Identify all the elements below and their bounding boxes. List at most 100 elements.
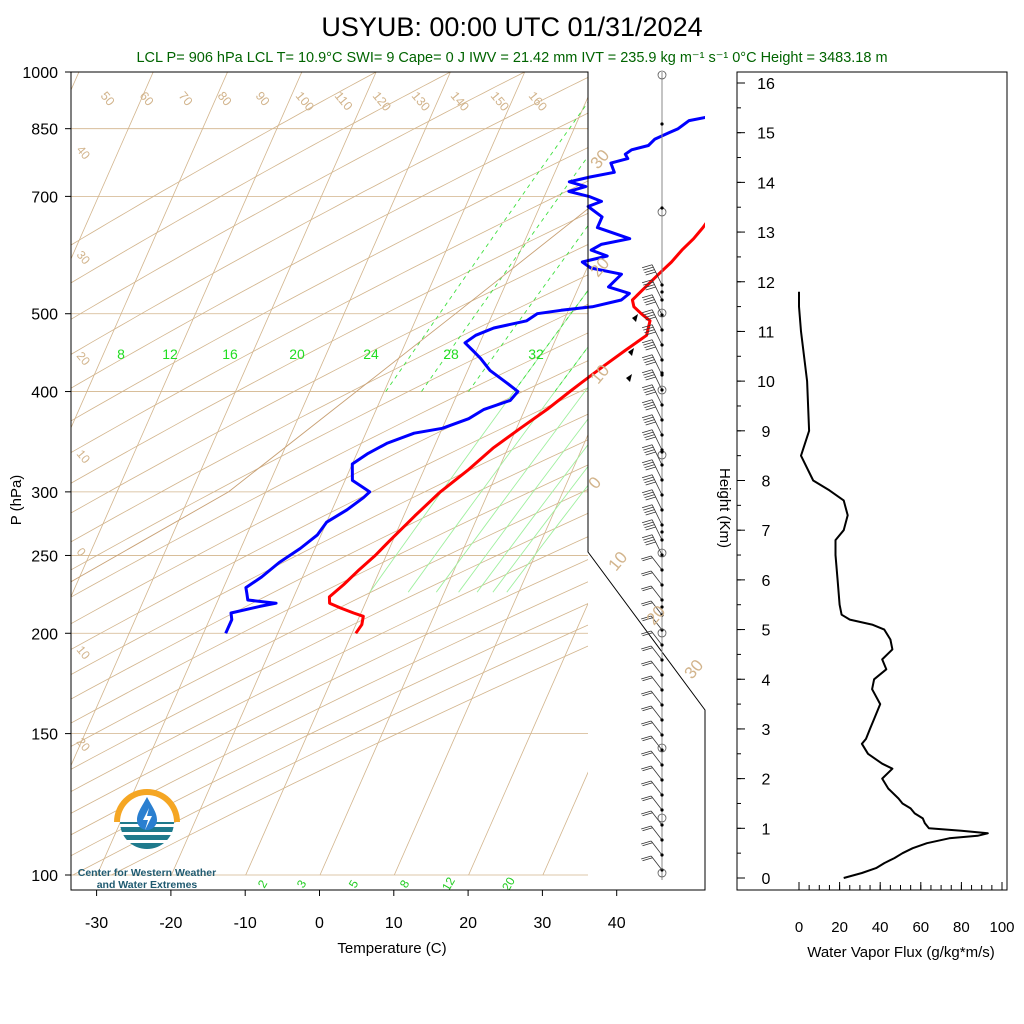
isotherm-line xyxy=(71,72,228,429)
dry-adiabat-line xyxy=(71,72,452,284)
wind-barb-feather xyxy=(642,827,653,832)
dry-adiabat-label: 90 xyxy=(253,89,273,109)
wind-barb-feather xyxy=(641,354,653,359)
chart-title: USYUB: 00:00 UTC 01/31/2024 xyxy=(321,12,702,42)
wind-level-circle xyxy=(657,308,667,318)
wind-barb-dot xyxy=(660,658,664,662)
wind-barb-dot xyxy=(660,313,664,317)
wind-barb-feather xyxy=(644,299,655,303)
wind-barb-feather xyxy=(644,284,655,288)
wind-barb-staff xyxy=(650,810,663,826)
wind-barb-feather xyxy=(644,539,655,543)
wind-barb-staff xyxy=(650,720,663,736)
wind-barb-feather xyxy=(644,329,655,333)
wind-barb-feather xyxy=(643,296,654,301)
wind-barb-staff xyxy=(651,444,663,466)
height-tick-label: 6 xyxy=(762,573,771,590)
wind-barb-feather xyxy=(641,720,652,725)
isotherm-line xyxy=(171,72,526,876)
wind-barb-feather xyxy=(641,534,653,539)
wind-barb-dot xyxy=(660,493,664,497)
wind-barb-dot xyxy=(660,343,664,347)
wind-barb-dot xyxy=(660,553,664,557)
wind-barb-feather xyxy=(642,662,653,667)
wind-barb-feather xyxy=(644,419,655,423)
wind-barb-feather xyxy=(641,600,652,605)
height-tick-label: 3 xyxy=(762,722,771,739)
wind-barb-feather xyxy=(645,286,656,291)
pressure-tick-label: 200 xyxy=(31,626,58,643)
wind-barb-feather xyxy=(644,509,655,513)
temperature-tick-label: 0 xyxy=(315,915,324,932)
wind-barb-feather xyxy=(644,269,655,273)
wind-barb-feather xyxy=(642,557,653,562)
wind-barb-staff xyxy=(651,474,663,496)
wind-barb-feather xyxy=(643,521,654,526)
wind-barb-feather xyxy=(645,376,656,381)
dry-adiabat-line xyxy=(71,489,588,747)
wind-barb-staff xyxy=(650,840,663,856)
flux-x-axis-label: Water Vapor Flux (g/kg*m/s) xyxy=(807,944,995,961)
wind-barb-feather xyxy=(641,264,653,269)
wind-barb-feather xyxy=(645,406,656,411)
wind-barb-dot xyxy=(660,568,664,572)
mixing-ratio-label: 8 xyxy=(117,346,125,362)
wind-barb-staff xyxy=(651,354,663,376)
height-tick-label: 10 xyxy=(757,374,775,391)
mixing-ratio-label: 16 xyxy=(222,346,238,362)
temperature-axis-label: Temperature (C) xyxy=(337,940,446,957)
wind-barb-feather xyxy=(641,840,652,845)
wind-barb-dot xyxy=(660,853,664,857)
flux-tick-label: 100 xyxy=(989,919,1014,936)
wind-barb-feather xyxy=(643,281,654,286)
isotherm-line xyxy=(692,72,1024,875)
wind-barb-feather xyxy=(643,266,654,271)
wind-barb-feather xyxy=(645,421,656,426)
wind-barb-feather xyxy=(645,361,656,366)
wind-barb-dot xyxy=(660,463,664,467)
flux-tick-label: 40 xyxy=(872,919,889,936)
wind-barb-staff xyxy=(651,384,663,406)
height-tick-label: 11 xyxy=(758,324,775,341)
dry-adiabat-line xyxy=(71,332,588,598)
dry-adiabat-line xyxy=(71,112,588,389)
wind-level-circle xyxy=(657,813,667,823)
wind-barb-feather xyxy=(642,782,653,787)
height-tick-label: 14 xyxy=(757,175,775,192)
wind-barb-feather xyxy=(644,524,655,528)
isotherm-label-left: 40 xyxy=(74,143,94,162)
wind-barb-feather xyxy=(641,585,652,590)
wind-barb-feather xyxy=(641,294,653,299)
isotherm-label-right: 30 xyxy=(681,656,708,683)
wind-barb-staff xyxy=(650,735,663,751)
mixing-ratio-dashed-line xyxy=(421,155,588,392)
isotherm-line xyxy=(71,72,377,767)
flux-tick-label: 20 xyxy=(831,919,848,936)
dry-adiabat-line xyxy=(71,76,588,355)
parcel-path xyxy=(71,208,588,583)
wind-barb-feather xyxy=(642,587,653,592)
mixing-ratio-dashed-line xyxy=(385,101,588,392)
wind-barb-feather xyxy=(643,386,654,391)
wind-barb-feather xyxy=(643,491,654,496)
mixing-ratio-label-lower: 5 xyxy=(346,877,362,890)
wind-barb-feather xyxy=(642,767,653,772)
pressure-tick-label: 700 xyxy=(31,189,58,206)
mixing-ratio-line xyxy=(506,484,588,593)
wind-barb-staff xyxy=(651,429,663,451)
height-tick-label: 0 xyxy=(762,871,771,888)
temperature-axis: -30 -20 -10 0 10 20 30 40 xyxy=(85,890,626,932)
height-tick-label: 7 xyxy=(762,523,771,540)
temperature-tick-label: -30 xyxy=(85,915,108,932)
wind-barb-feather xyxy=(644,494,655,498)
skew-t-profiles xyxy=(224,115,705,635)
wind-barb-feather xyxy=(644,314,655,318)
wind-barb-staff xyxy=(651,279,663,301)
wind-barbs xyxy=(626,70,667,878)
wind-barb-dot xyxy=(660,358,664,362)
wind-barb-feather xyxy=(641,675,652,680)
sounding-indices: LCL P= 906 hPa LCL T= 10.9°C SWI= 9 Cape… xyxy=(136,50,887,66)
dry-adiabat-line xyxy=(71,512,588,770)
